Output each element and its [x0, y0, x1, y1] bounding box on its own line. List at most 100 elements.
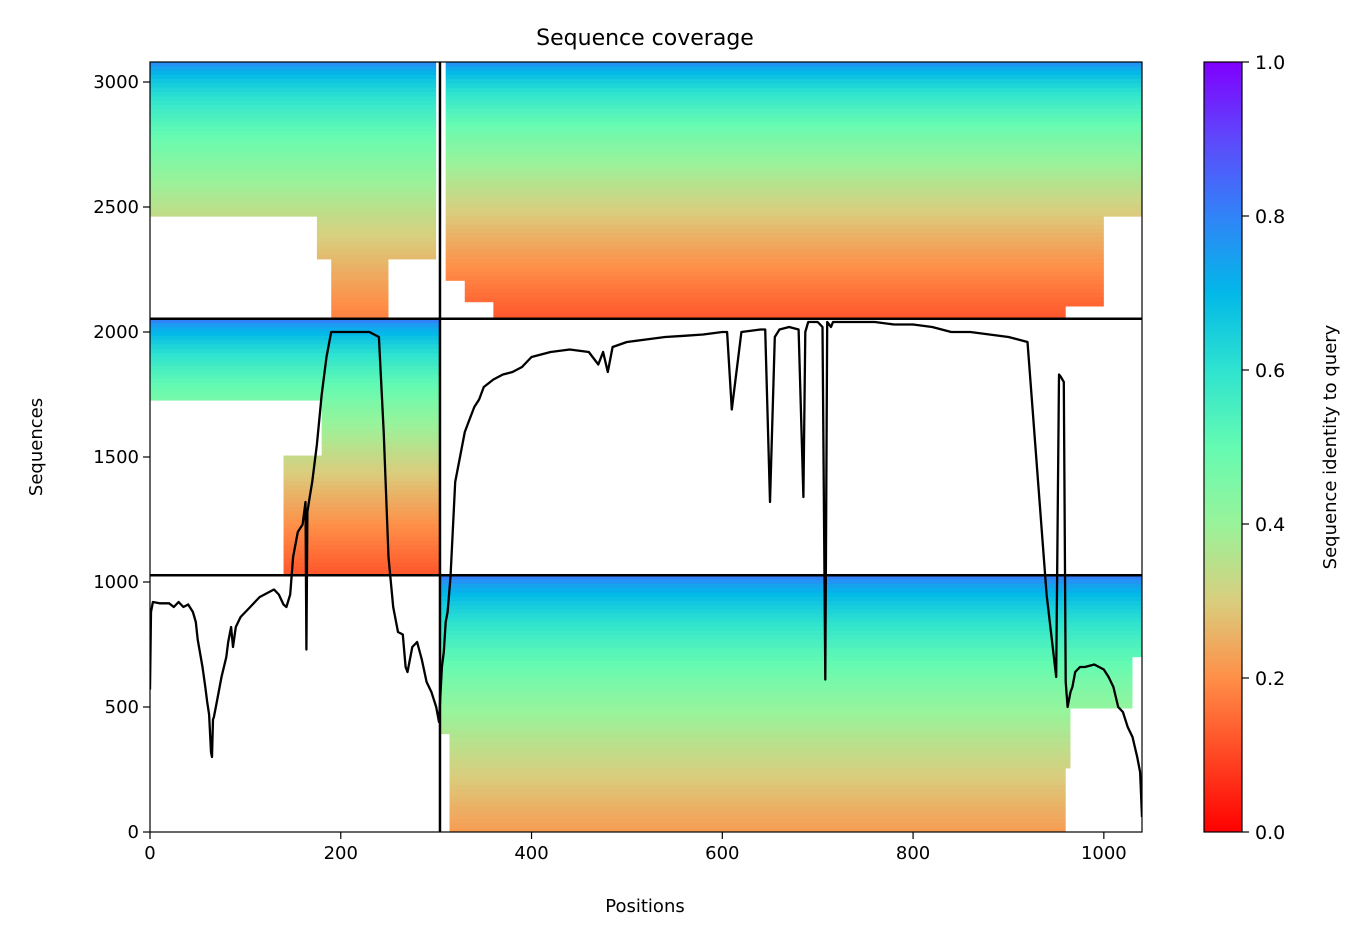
heat-band	[445, 258, 1104, 264]
heat-band	[439, 707, 1071, 713]
heat-band	[439, 575, 1142, 581]
y-tick-label: 1000	[93, 572, 139, 593]
heat-band	[445, 70, 1142, 76]
x-tick-label: 800	[896, 843, 930, 864]
heat-band	[493, 301, 1104, 307]
heat-band	[439, 592, 1142, 598]
heat-band	[150, 365, 440, 371]
heat-band	[445, 254, 1104, 260]
heat-band	[150, 156, 437, 162]
heat-band	[439, 622, 1142, 628]
heat-band	[445, 151, 1142, 157]
coverage-line-layer	[150, 320, 1142, 818]
chart-title: Sequence coverage	[536, 26, 754, 51]
heat-band	[439, 609, 1142, 615]
msa-block	[150, 62, 437, 320]
plot-frame	[149, 61, 1143, 833]
y-axis-label: Sequences	[26, 398, 47, 496]
y-tick-label: 2000	[93, 322, 139, 343]
heat-band	[150, 147, 437, 153]
heat-band	[316, 228, 437, 234]
heat-band	[150, 331, 440, 337]
heat-band	[283, 464, 440, 469]
heat-band	[321, 421, 440, 427]
heat-band	[283, 485, 440, 491]
heat-band	[321, 412, 440, 418]
heat-band	[283, 476, 440, 482]
colorbar-tick-label: 0.6	[1255, 360, 1285, 382]
heat-band	[150, 109, 437, 114]
heat-band	[321, 417, 440, 422]
heat-band	[150, 126, 437, 132]
heat-band	[283, 566, 440, 572]
heat-band	[439, 639, 1142, 645]
heat-band	[445, 275, 1104, 281]
heat-band	[449, 810, 1066, 816]
colorbar-axis: 0.0 0.2 0.4 0.6 0.8 1.0	[1242, 52, 1285, 844]
heat-band	[150, 352, 440, 358]
heat-band	[464, 288, 1104, 294]
msa-block	[445, 62, 1142, 320]
heat-band	[445, 79, 1142, 84]
heat-band	[449, 742, 1071, 748]
heat-band	[445, 117, 1142, 123]
heat-band	[439, 677, 1133, 683]
y-tick-label: 1500	[93, 447, 139, 468]
heat-band	[449, 772, 1066, 777]
heat-band	[150, 134, 437, 140]
heat-band	[150, 91, 437, 97]
heat-band	[439, 665, 1133, 670]
heat-band	[150, 87, 437, 93]
colorbar-tick-label: 1.0	[1255, 52, 1285, 74]
heat-band	[449, 793, 1066, 799]
heat-band	[449, 763, 1071, 769]
heat-band	[316, 250, 437, 256]
heat-band	[439, 725, 1071, 730]
heat-band	[150, 335, 440, 341]
heat-band	[449, 780, 1066, 786]
heat-band	[493, 314, 1066, 320]
heat-band	[150, 104, 437, 110]
heat-band	[331, 293, 389, 298]
heat-band	[150, 83, 437, 89]
heat-band	[150, 113, 437, 119]
heat-band	[316, 220, 437, 226]
heat-band	[283, 481, 440, 487]
x-tick-label: 1000	[1081, 843, 1127, 864]
heat-band	[150, 327, 440, 333]
heat-band	[150, 66, 437, 72]
heat-band	[445, 74, 1142, 80]
heat-band	[150, 173, 437, 179]
heat-band	[331, 305, 389, 311]
heat-band	[464, 280, 1104, 286]
heat-band	[449, 819, 1066, 825]
heat-band	[150, 117, 437, 123]
heat-band	[150, 344, 440, 350]
heat-band	[439, 643, 1142, 649]
heat-band	[150, 323, 440, 328]
heat-band	[150, 378, 440, 384]
heat-band	[150, 211, 437, 217]
heat-band	[439, 630, 1142, 636]
heat-band	[449, 750, 1071, 756]
heat-band	[283, 506, 440, 512]
heat-band	[449, 784, 1066, 790]
heat-band	[439, 579, 1142, 585]
heat-band	[150, 70, 437, 76]
colorbar	[1203, 61, 1243, 833]
x-tick-label: 600	[705, 843, 739, 864]
heat-band	[331, 288, 389, 294]
heat-band	[283, 536, 440, 542]
msa-block	[150, 318, 440, 576]
heat-band	[150, 203, 437, 209]
heat-band	[439, 703, 1133, 709]
heat-band	[445, 100, 1142, 106]
heat-band	[445, 147, 1142, 153]
heat-band	[439, 618, 1142, 623]
heat-band	[331, 310, 389, 316]
heat-band	[445, 194, 1142, 200]
heat-band	[439, 605, 1142, 611]
heat-band	[150, 395, 440, 401]
heat-band	[150, 382, 440, 388]
